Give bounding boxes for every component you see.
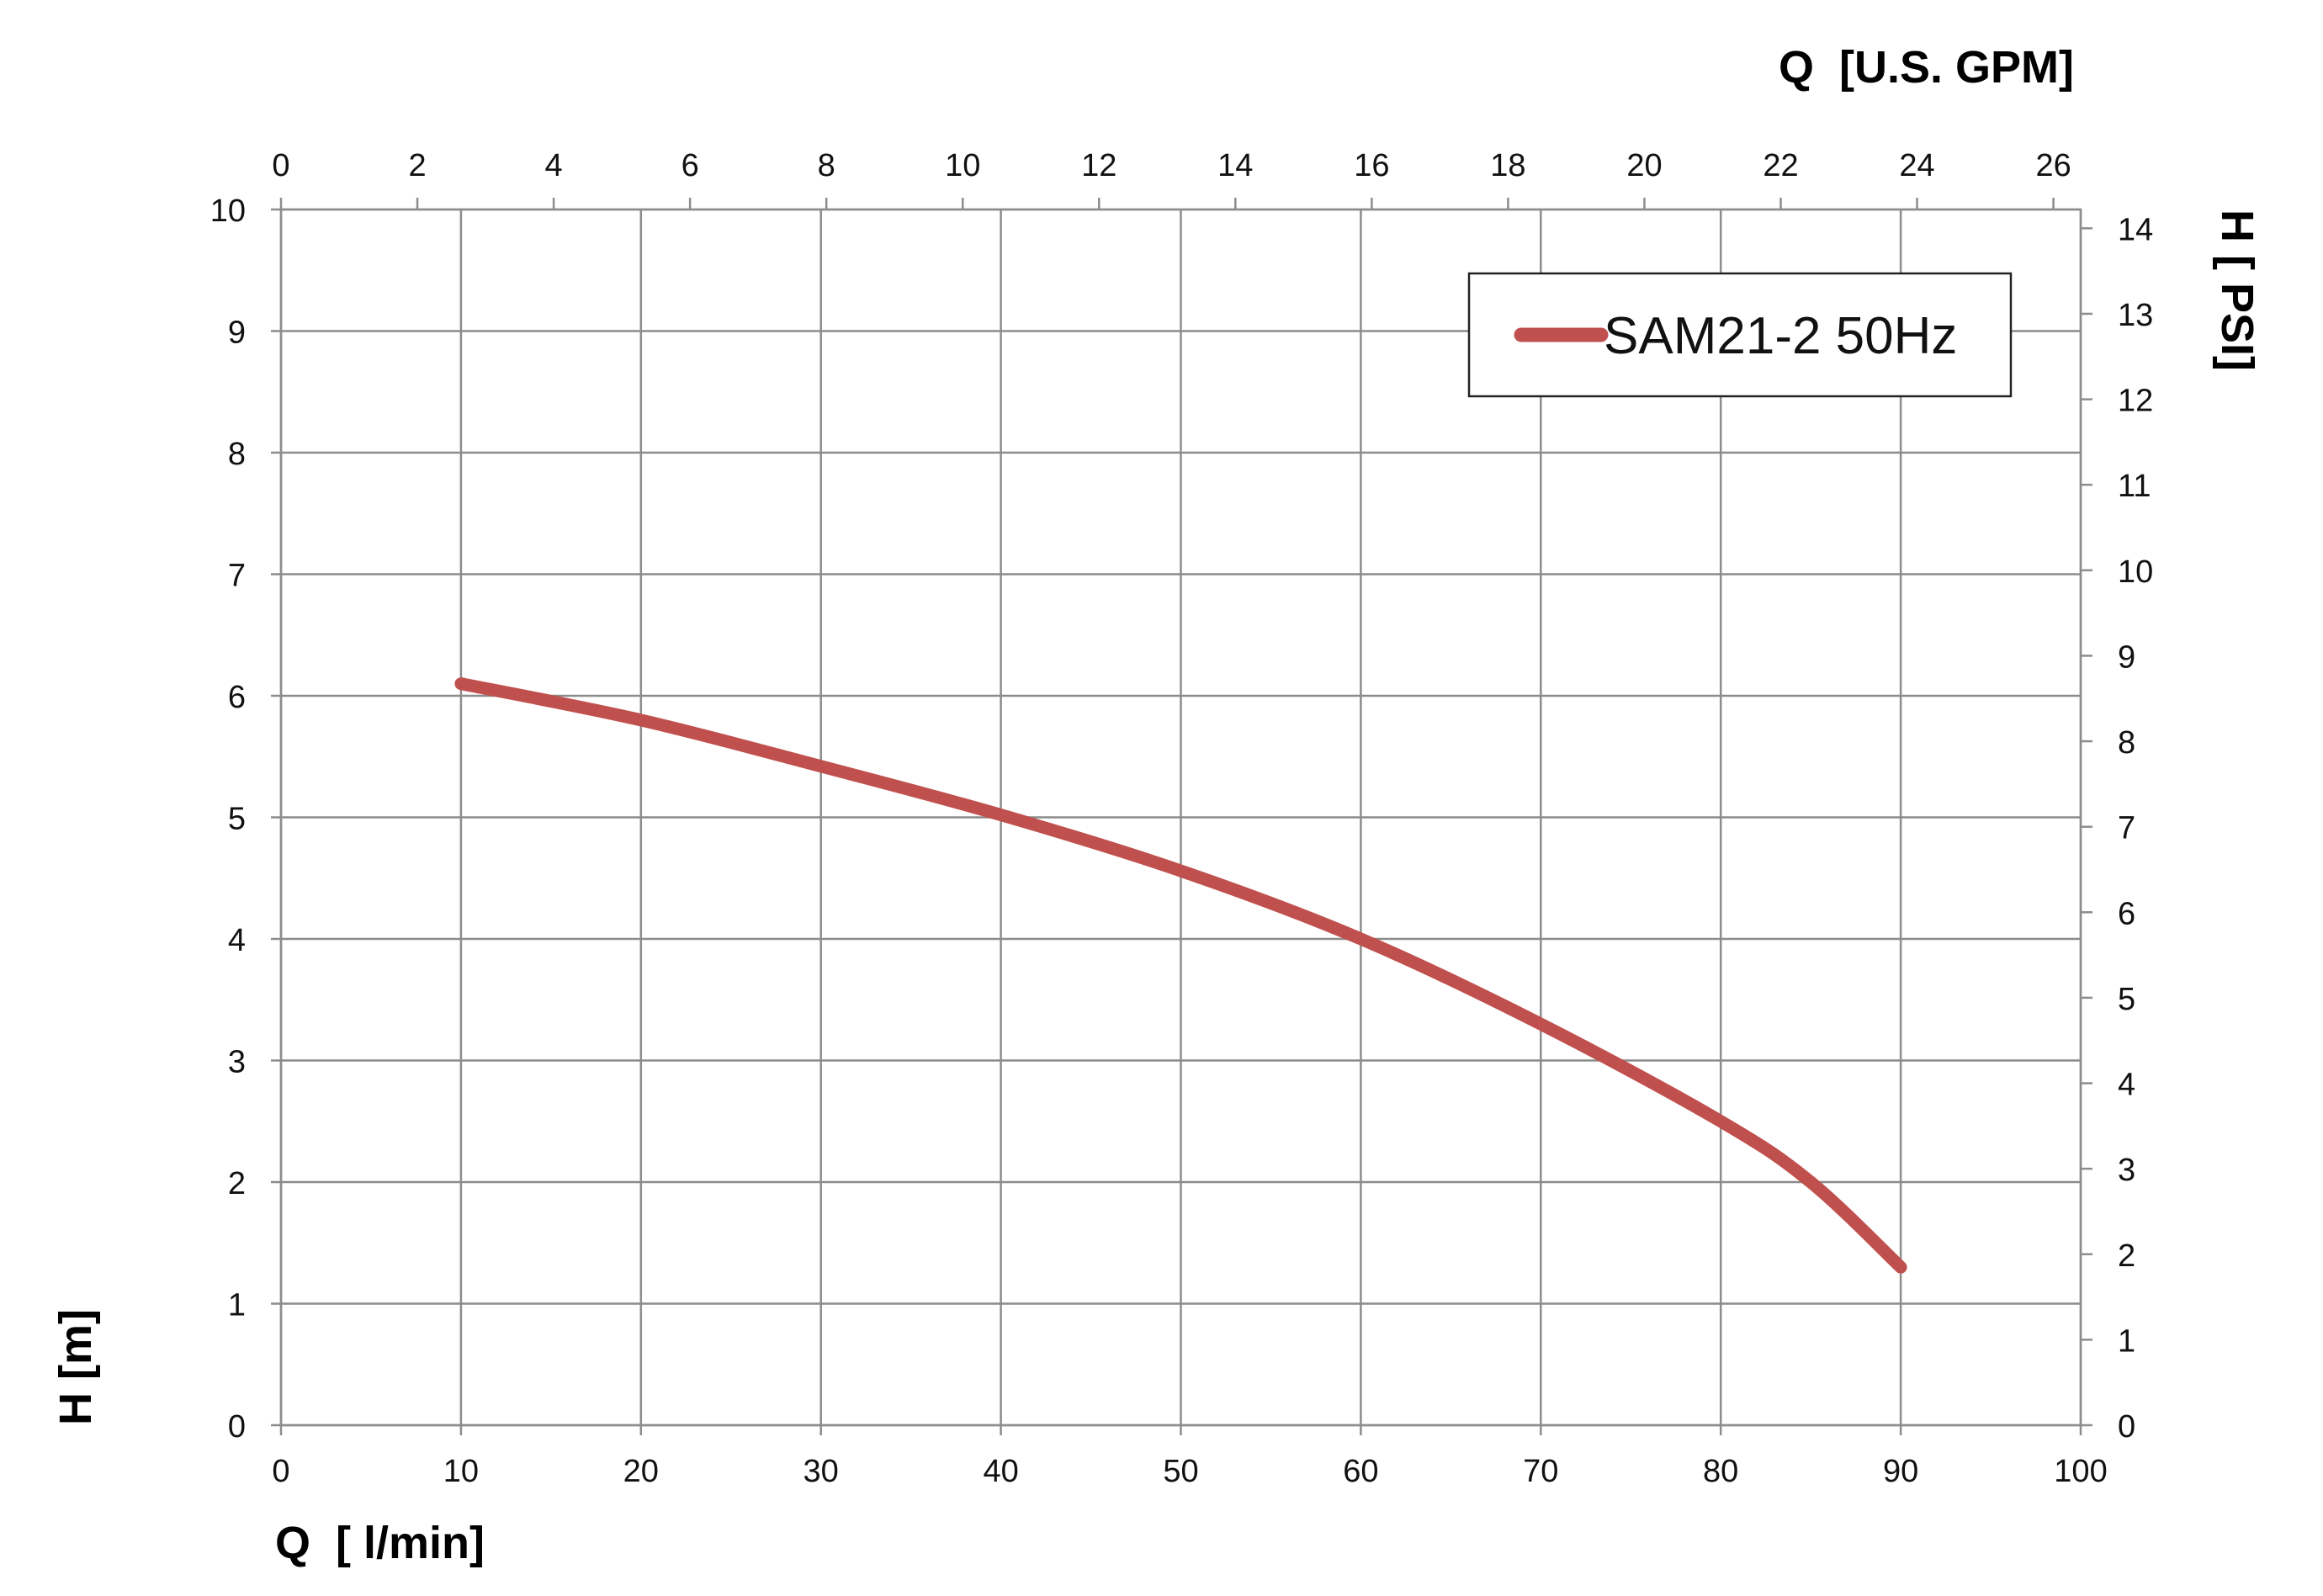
x-tick-label: 70 [1523,1454,1558,1489]
y-tick-label: 7 [228,559,246,594]
x2-tick-label: 14 [1217,148,1253,183]
y2-tick-label: 3 [2118,1153,2135,1188]
x-tick-label: 50 [1163,1454,1198,1489]
x-tick-label: 60 [1343,1454,1378,1489]
y2-tick-label: 9 [2118,639,2135,675]
y-tick-label: 0 [228,1409,246,1445]
y2-tick-label: 14 [2118,212,2153,247]
top-axis: 0 2 4 6 8 10 12 14 16 18 20 22 24 26 [272,148,2071,209]
y-tick-label: 9 [228,315,246,351]
y-tick-label: 8 [228,437,246,472]
y-tick-label: 10 [210,194,246,229]
x2-tick-label: 26 [2035,148,2071,183]
y-tick-label: 6 [228,680,246,715]
x2-tick-label: 12 [1081,148,1116,183]
x2-tick-label: 18 [1490,148,1525,183]
y2-tick-label: 6 [2118,896,2135,931]
x2-tick-label: 10 [945,148,980,183]
y-axis-title: H [m] [50,1309,101,1425]
series-group [454,677,1907,1274]
y2-tick-label: 7 [2118,811,2135,846]
y2-tick-label: 1 [2118,1323,2135,1359]
x2-tick-label: 16 [1354,148,1389,183]
x2-tick-label: 20 [1626,148,1662,183]
x-tick-label: 20 [623,1454,659,1489]
x2-tick-label: 6 [682,148,699,183]
x2-tick-label: 2 [408,148,426,183]
x2-tick-label: 8 [818,148,835,183]
y-tick-label: 3 [228,1045,246,1080]
x-tick-label: 90 [1883,1454,1918,1489]
x-tick-label: 80 [1703,1454,1738,1489]
x-tick-label: 100 [2054,1454,2107,1489]
x-tick-label: 30 [804,1454,839,1489]
y2-tick-label: 4 [2118,1068,2135,1103]
x-tick-label: 0 [272,1454,289,1489]
x2-tick-label: 22 [1763,148,1798,183]
legend-label: SAM21-2 50Hz [1604,307,1957,365]
x2-axis-title: Q [U.S. GPM] [1779,42,2074,93]
y2-tick-label: 10 [2118,554,2153,590]
x2-tick-label: 4 [545,148,563,183]
legend: SAM21-2 50Hz [1467,272,2013,398]
x-tick-label: 10 [443,1454,479,1489]
x2-tick-label: 24 [1899,148,1934,183]
y-tick-label: 2 [228,1166,246,1201]
bottom-axis: 0 10 20 30 40 50 60 70 80 90 100 [272,1425,2108,1489]
x-tick-label: 40 [983,1454,1018,1489]
y-tick-label: 5 [228,802,246,837]
y-tick-label: 4 [228,923,246,958]
series-line-0 [454,677,1907,1274]
y2-tick-label: 11 [2118,469,2151,504]
y2-axis-title: H [ PSI] [2212,209,2262,371]
y2-tick-label: 8 [2118,725,2135,761]
x-axis-title: Q [ l/min] [275,1518,485,1568]
y2-tick-label: 5 [2118,982,2135,1017]
left-axis: 0 1 2 3 4 5 6 7 8 9 10 [210,194,281,1445]
x2-tick-label: 0 [272,148,289,183]
y2-tick-label: 13 [2118,298,2153,333]
y2-tick-label: 12 [2118,384,2153,419]
y-tick-label: 1 [228,1288,246,1323]
y2-tick-label: 2 [2118,1238,2135,1274]
y2-tick-label: 0 [2118,1409,2135,1445]
